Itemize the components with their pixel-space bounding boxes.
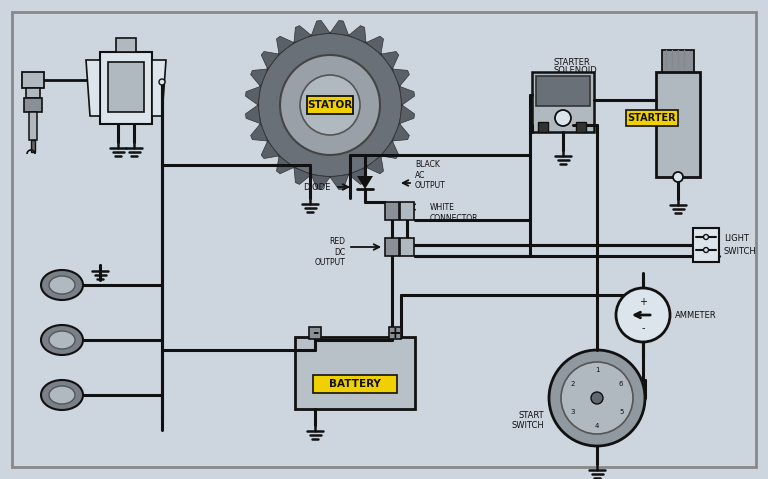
Ellipse shape xyxy=(41,270,83,300)
Circle shape xyxy=(555,110,571,126)
Polygon shape xyxy=(366,36,383,54)
Circle shape xyxy=(280,55,380,155)
Polygon shape xyxy=(330,174,349,190)
Text: BATTERY: BATTERY xyxy=(329,379,381,389)
Ellipse shape xyxy=(49,331,75,349)
Polygon shape xyxy=(399,86,415,105)
Bar xyxy=(29,112,37,140)
Text: STARTER: STARTER xyxy=(553,57,590,67)
Text: -: - xyxy=(641,323,645,333)
Circle shape xyxy=(258,33,402,177)
Text: 3: 3 xyxy=(571,409,575,415)
Circle shape xyxy=(561,362,633,434)
Bar xyxy=(116,38,136,52)
Text: DIODE: DIODE xyxy=(303,182,330,192)
Polygon shape xyxy=(86,60,100,116)
Polygon shape xyxy=(261,52,279,69)
Bar xyxy=(400,238,414,256)
Ellipse shape xyxy=(49,386,75,404)
Bar xyxy=(309,327,321,339)
Bar xyxy=(295,337,415,409)
Polygon shape xyxy=(392,124,409,141)
Circle shape xyxy=(703,235,709,240)
Bar xyxy=(24,98,42,112)
Polygon shape xyxy=(330,21,349,35)
Text: 4: 4 xyxy=(594,423,599,429)
Polygon shape xyxy=(381,52,399,69)
Circle shape xyxy=(703,248,709,252)
Bar xyxy=(536,76,590,106)
Bar xyxy=(100,52,152,124)
Bar xyxy=(385,202,399,220)
Bar xyxy=(400,202,414,220)
Bar xyxy=(26,88,40,98)
Bar xyxy=(108,62,144,112)
Bar xyxy=(389,327,401,339)
Circle shape xyxy=(616,288,670,342)
Ellipse shape xyxy=(41,325,83,355)
Polygon shape xyxy=(349,26,366,43)
Bar xyxy=(31,140,35,152)
Text: 6: 6 xyxy=(619,381,624,387)
Circle shape xyxy=(673,172,683,182)
Text: -: - xyxy=(312,326,318,341)
Polygon shape xyxy=(399,105,415,124)
Bar xyxy=(22,72,44,88)
Bar xyxy=(538,122,548,132)
Text: SWITCH: SWITCH xyxy=(511,422,544,431)
Polygon shape xyxy=(294,26,311,43)
Bar xyxy=(532,72,594,132)
Bar xyxy=(385,238,399,256)
Text: 1: 1 xyxy=(594,367,599,373)
Polygon shape xyxy=(152,60,166,116)
Polygon shape xyxy=(250,124,267,141)
Polygon shape xyxy=(276,156,294,174)
Polygon shape xyxy=(246,105,260,124)
Bar xyxy=(626,110,678,126)
Polygon shape xyxy=(246,86,260,105)
Polygon shape xyxy=(366,156,383,174)
Circle shape xyxy=(159,79,165,85)
Circle shape xyxy=(591,392,603,404)
Polygon shape xyxy=(349,167,366,184)
Text: BLACK
AC
OUTPUT: BLACK AC OUTPUT xyxy=(415,160,445,190)
Polygon shape xyxy=(357,176,373,189)
Polygon shape xyxy=(311,174,330,190)
Polygon shape xyxy=(294,167,311,184)
Bar xyxy=(307,96,353,114)
Text: WHITE
CONNECTOR: WHITE CONNECTOR xyxy=(430,203,478,223)
Polygon shape xyxy=(311,21,330,35)
Text: +: + xyxy=(389,326,402,341)
Text: 2: 2 xyxy=(571,381,575,387)
Text: LIGHT: LIGHT xyxy=(724,233,749,242)
Bar xyxy=(693,228,719,262)
Text: SWITCH: SWITCH xyxy=(724,247,756,255)
Text: AMMETER: AMMETER xyxy=(675,310,717,319)
Text: STATOR: STATOR xyxy=(307,100,353,110)
Text: 5: 5 xyxy=(619,409,624,415)
Text: SOLENOID: SOLENOID xyxy=(553,66,597,75)
Ellipse shape xyxy=(41,380,83,410)
Circle shape xyxy=(300,75,360,135)
Text: +: + xyxy=(639,297,647,307)
Polygon shape xyxy=(276,36,294,54)
Polygon shape xyxy=(381,141,399,159)
Circle shape xyxy=(549,350,645,446)
Polygon shape xyxy=(392,69,409,86)
Bar xyxy=(313,375,397,393)
Text: STARTER: STARTER xyxy=(627,113,677,123)
Polygon shape xyxy=(250,69,267,86)
Bar xyxy=(576,122,586,132)
Ellipse shape xyxy=(49,276,75,294)
Polygon shape xyxy=(261,141,279,159)
Text: RED
DC
OUTPUT: RED DC OUTPUT xyxy=(314,237,345,267)
Bar xyxy=(656,72,700,177)
Text: START: START xyxy=(518,411,544,421)
Bar xyxy=(662,50,694,72)
